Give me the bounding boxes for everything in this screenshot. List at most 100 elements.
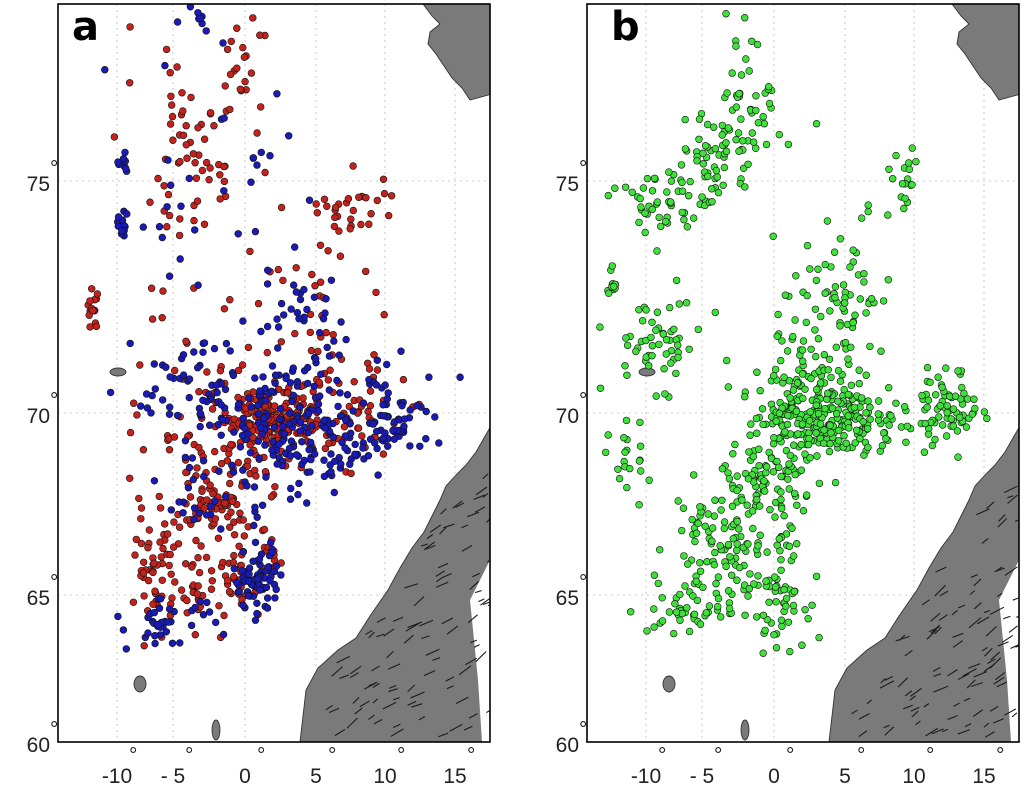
relief-line bbox=[421, 635, 430, 640]
data-point bbox=[200, 504, 208, 512]
data-point bbox=[324, 247, 332, 255]
data-point bbox=[856, 295, 864, 303]
data-point bbox=[801, 605, 809, 614]
data-point bbox=[379, 401, 387, 409]
data-point bbox=[290, 281, 298, 289]
data-point bbox=[732, 42, 740, 50]
data-point bbox=[888, 175, 897, 183]
data-point bbox=[864, 397, 872, 405]
relief-line bbox=[349, 665, 362, 675]
data-point bbox=[273, 315, 281, 323]
data-point bbox=[751, 144, 760, 153]
data-point bbox=[662, 336, 671, 344]
data-point bbox=[760, 487, 769, 495]
data-point bbox=[150, 477, 159, 485]
data-point bbox=[678, 178, 686, 187]
data-point bbox=[938, 383, 946, 391]
data-point bbox=[900, 204, 908, 213]
data-point bbox=[175, 523, 184, 531]
data-point bbox=[291, 329, 299, 338]
relief-line bbox=[373, 718, 383, 725]
data-point bbox=[367, 210, 375, 218]
data-point bbox=[851, 311, 859, 319]
relief-line bbox=[334, 728, 346, 737]
data-point bbox=[169, 543, 178, 551]
data-point bbox=[780, 373, 788, 381]
data-point bbox=[211, 497, 219, 505]
data-points bbox=[84, 4, 464, 653]
data-point bbox=[208, 577, 217, 585]
relief-line bbox=[467, 511, 480, 518]
data-point bbox=[166, 120, 175, 128]
relief-line bbox=[368, 681, 378, 687]
relief-line bbox=[952, 640, 963, 648]
data-point bbox=[650, 174, 659, 183]
data-point bbox=[718, 465, 727, 473]
data-point bbox=[221, 385, 230, 394]
y-tick-label: 60 bbox=[27, 734, 50, 757]
panel-label-a: a bbox=[72, 4, 99, 50]
relief-line bbox=[933, 685, 949, 693]
data-point bbox=[608, 262, 616, 270]
data-point bbox=[799, 394, 807, 403]
data-point bbox=[641, 228, 649, 237]
data-point bbox=[399, 375, 408, 384]
data-point bbox=[277, 203, 286, 212]
data-point bbox=[755, 462, 763, 470]
data-point bbox=[164, 156, 172, 164]
data-point bbox=[365, 365, 374, 373]
data-point bbox=[722, 139, 730, 147]
data-point bbox=[125, 79, 134, 87]
data-point bbox=[863, 425, 872, 433]
data-point bbox=[254, 437, 262, 445]
relief-line bbox=[932, 666, 941, 672]
relief-line bbox=[1015, 645, 1019, 648]
data-point bbox=[277, 571, 285, 579]
data-point bbox=[239, 43, 247, 52]
data-point bbox=[154, 174, 162, 183]
data-point bbox=[203, 511, 211, 519]
data-point bbox=[168, 112, 177, 121]
data-point bbox=[268, 548, 276, 557]
relief-line bbox=[446, 685, 454, 690]
relief-line bbox=[923, 703, 930, 708]
data-point bbox=[202, 27, 210, 35]
data-point bbox=[245, 394, 253, 402]
data-point bbox=[157, 595, 165, 603]
data-point bbox=[733, 486, 741, 495]
data-point bbox=[400, 422, 408, 431]
data-point bbox=[159, 287, 167, 295]
relief-line bbox=[989, 705, 999, 712]
data-point bbox=[773, 332, 781, 340]
data-point bbox=[815, 633, 823, 642]
x-tick-label: -10 bbox=[102, 765, 132, 788]
data-point bbox=[280, 430, 288, 438]
data-point bbox=[970, 395, 978, 403]
data-point bbox=[776, 356, 785, 365]
data-point bbox=[149, 600, 157, 608]
data-point bbox=[693, 596, 702, 605]
data-point bbox=[722, 9, 730, 18]
data-point bbox=[257, 103, 265, 111]
data-point bbox=[663, 188, 671, 196]
data-point bbox=[750, 580, 758, 588]
relief-line bbox=[968, 663, 981, 669]
data-point bbox=[214, 534, 223, 542]
data-point bbox=[924, 430, 933, 438]
data-point bbox=[954, 453, 962, 461]
data-point bbox=[924, 396, 933, 404]
data-point bbox=[834, 437, 843, 445]
data-point bbox=[272, 562, 281, 570]
relief-line bbox=[957, 673, 970, 680]
relief-line bbox=[947, 669, 958, 677]
data-point bbox=[350, 378, 358, 386]
data-point bbox=[230, 531, 239, 539]
data-point bbox=[362, 194, 370, 202]
data-point bbox=[759, 611, 768, 619]
data-point bbox=[261, 168, 269, 177]
data-point bbox=[183, 154, 191, 162]
data-point bbox=[716, 541, 724, 550]
data-point bbox=[212, 618, 220, 627]
relief-line bbox=[858, 730, 868, 738]
relief-line bbox=[432, 657, 441, 661]
